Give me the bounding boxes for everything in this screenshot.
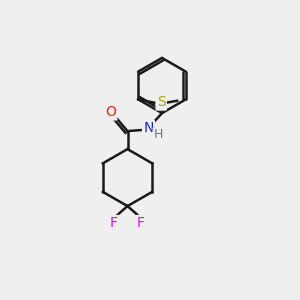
Text: F: F xyxy=(110,216,118,230)
Text: S: S xyxy=(157,95,166,109)
Text: H: H xyxy=(154,128,163,142)
Text: N: N xyxy=(143,121,154,135)
Text: F: F xyxy=(137,216,145,230)
Text: O: O xyxy=(105,105,116,119)
